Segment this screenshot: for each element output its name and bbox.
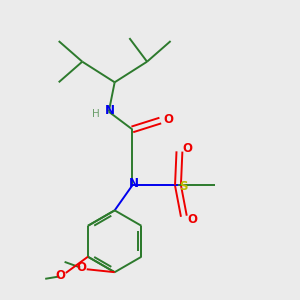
Text: O: O (164, 113, 174, 127)
Text: N: N (105, 104, 115, 117)
Text: O: O (76, 261, 86, 274)
Text: O: O (56, 269, 65, 282)
Text: O: O (187, 213, 197, 226)
Text: O: O (183, 142, 193, 155)
Text: N: N (129, 177, 139, 190)
Text: S: S (179, 180, 188, 193)
Text: H: H (92, 109, 99, 119)
